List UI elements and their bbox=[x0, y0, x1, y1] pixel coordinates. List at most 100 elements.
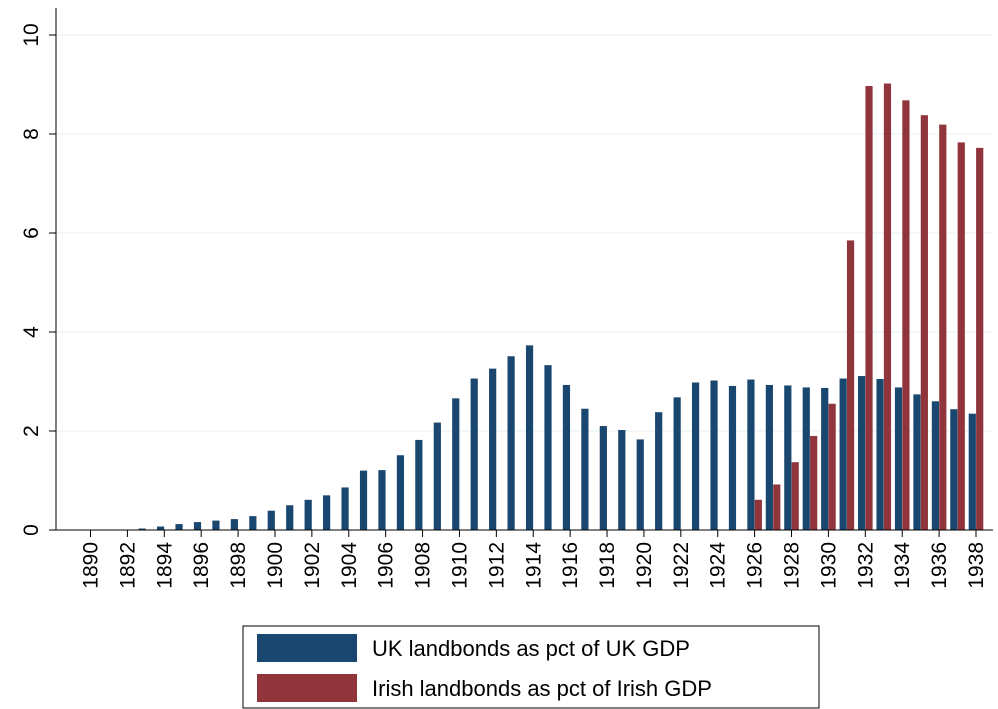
uk-bar bbox=[747, 379, 755, 530]
irish-bar bbox=[754, 499, 762, 530]
uk-bar bbox=[138, 528, 146, 530]
y-axis-ticks: 0 2 4 6 8 10 bbox=[20, 23, 56, 536]
x-tick-label: 1930 bbox=[817, 542, 840, 589]
uk-bar bbox=[433, 422, 441, 530]
legend-swatch bbox=[257, 674, 357, 702]
uk-bar bbox=[193, 522, 202, 530]
uk-bar bbox=[175, 524, 183, 530]
x-tick-label: 1900 bbox=[264, 542, 287, 589]
uk-bar bbox=[858, 376, 866, 530]
uk-bar bbox=[323, 495, 331, 530]
x-tick-label: 1936 bbox=[928, 542, 951, 589]
irish-bar bbox=[773, 484, 781, 530]
legend-swatch bbox=[257, 634, 357, 662]
x-tick-label: 1892 bbox=[116, 542, 139, 589]
uk-bar bbox=[802, 387, 810, 530]
y-tick-label: 8 bbox=[20, 128, 43, 140]
uk-bar bbox=[507, 356, 515, 530]
irish-bar bbox=[846, 240, 855, 531]
uk-bar bbox=[728, 385, 737, 530]
legend: UK landbonds as pct of UK GDP Irish landb… bbox=[242, 625, 820, 709]
uk-bar bbox=[931, 401, 940, 530]
x-tick-label: 1906 bbox=[375, 542, 398, 589]
uk-bar bbox=[489, 368, 497, 530]
uk-bar bbox=[544, 365, 552, 530]
x-tick-label: 1916 bbox=[559, 542, 582, 589]
uk-bar bbox=[396, 455, 405, 530]
irish-bar bbox=[976, 147, 984, 531]
uk-bar bbox=[452, 398, 460, 530]
uk-bar bbox=[655, 412, 663, 530]
x-tick-label: 1898 bbox=[227, 542, 250, 589]
x-tick-label: 1894 bbox=[153, 542, 176, 589]
x-tick-label: 1902 bbox=[301, 542, 324, 589]
irish-bar bbox=[920, 115, 928, 530]
irish-bar bbox=[883, 83, 892, 530]
uk-bar bbox=[341, 487, 349, 530]
uk-bar bbox=[304, 499, 312, 530]
irish-bar bbox=[902, 100, 910, 530]
uk-bar bbox=[691, 382, 700, 530]
irish-bar bbox=[865, 85, 873, 531]
uk-bar bbox=[249, 516, 257, 530]
uk-bar bbox=[562, 384, 571, 530]
x-tick-label: 1910 bbox=[448, 542, 471, 589]
irish-bar bbox=[791, 462, 799, 530]
uk-bar bbox=[765, 384, 773, 530]
x-tick-label: 1896 bbox=[190, 542, 213, 589]
x-tick-label: 1908 bbox=[412, 542, 435, 589]
irish-bar bbox=[810, 435, 818, 530]
x-tick-label: 1912 bbox=[485, 542, 508, 589]
y-tick-label: 10 bbox=[20, 23, 43, 46]
uk-bar bbox=[636, 439, 644, 530]
uk-bar bbox=[286, 505, 294, 530]
uk-bar bbox=[913, 394, 921, 530]
bars bbox=[120, 83, 984, 531]
y-tick-label: 2 bbox=[20, 425, 43, 437]
irish-bar bbox=[939, 124, 947, 530]
x-tick-label: 1920 bbox=[633, 542, 656, 589]
x-tick-label: 1924 bbox=[707, 542, 730, 589]
uk-bar bbox=[599, 426, 607, 530]
x-tick-label: 1890 bbox=[80, 542, 103, 589]
uk-bar bbox=[230, 519, 238, 530]
x-tick-label: 1928 bbox=[781, 542, 804, 589]
legend-label: Irish landbonds as pct of Irish GDP bbox=[372, 676, 712, 701]
uk-bar bbox=[156, 526, 165, 530]
uk-bar bbox=[267, 510, 275, 530]
uk-bar bbox=[415, 439, 423, 530]
uk-bar bbox=[378, 470, 386, 530]
uk-bar bbox=[950, 409, 958, 530]
x-tick-label: 1926 bbox=[744, 542, 767, 589]
uk-bar bbox=[359, 470, 368, 530]
uk-bar bbox=[821, 387, 829, 530]
legend-label: UK landbonds as pct of UK GDP bbox=[372, 636, 690, 661]
x-tick-label: 1918 bbox=[596, 542, 619, 589]
uk-bar bbox=[968, 413, 976, 530]
uk-bar bbox=[212, 520, 220, 530]
x-tick-label: 1938 bbox=[965, 542, 988, 589]
uk-bar bbox=[894, 387, 903, 530]
axes bbox=[55, 8, 993, 531]
irish-bar bbox=[957, 142, 965, 531]
uk-bar bbox=[876, 379, 884, 530]
x-tick-label: 1904 bbox=[338, 542, 361, 589]
irish-bar bbox=[828, 403, 836, 530]
uk-bar bbox=[581, 408, 589, 530]
uk-bar bbox=[839, 378, 847, 530]
uk-bar bbox=[784, 385, 792, 530]
uk-bar bbox=[470, 378, 478, 530]
x-axis-ticks: 1890 1892 1894 1896 1898 1900 1902 1904 1906 1908… bbox=[80, 530, 988, 589]
y-tick-label: 0 bbox=[20, 524, 43, 536]
uk-bar bbox=[710, 380, 718, 530]
uk-bar bbox=[525, 345, 534, 530]
x-tick-label: 1934 bbox=[891, 542, 914, 589]
uk-bar bbox=[673, 397, 681, 530]
x-tick-label: 1932 bbox=[854, 542, 877, 589]
y-tick-label: 6 bbox=[20, 227, 43, 239]
x-tick-label: 1914 bbox=[522, 542, 545, 589]
x-tick-label: 1922 bbox=[670, 542, 693, 589]
gridlines bbox=[56, 34, 993, 432]
uk-bar bbox=[618, 430, 626, 530]
